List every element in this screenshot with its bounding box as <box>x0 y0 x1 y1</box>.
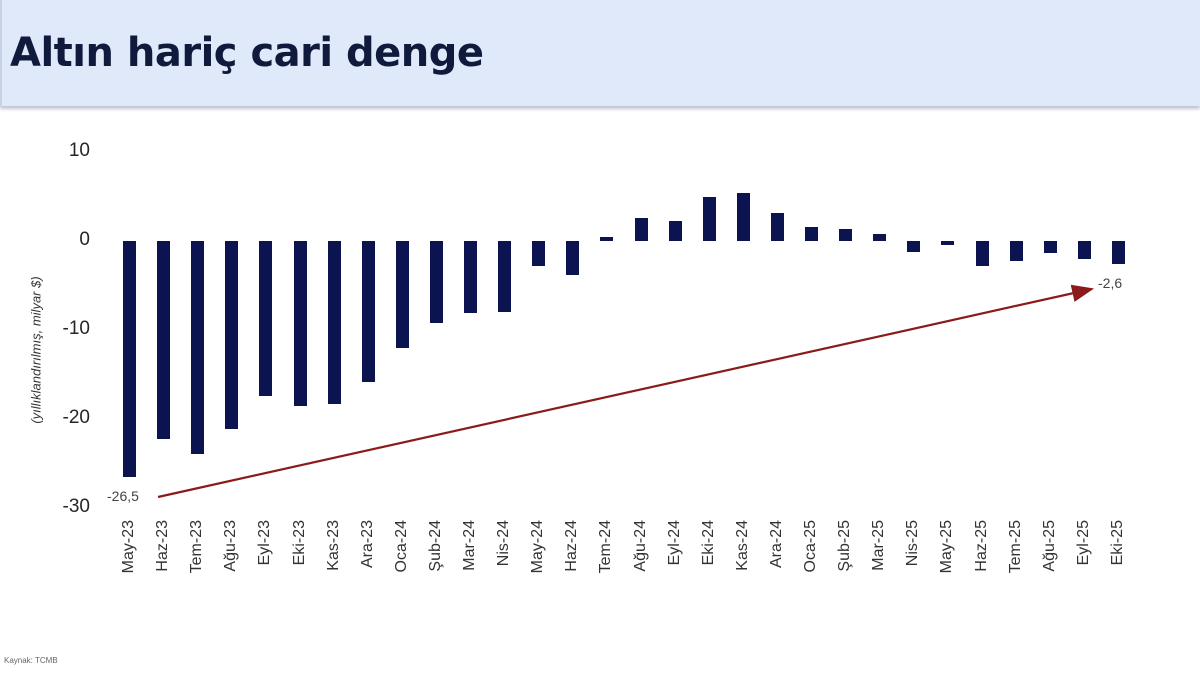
bar <box>907 241 921 252</box>
bar <box>1077 241 1091 259</box>
bar <box>327 241 341 404</box>
bar <box>566 241 580 275</box>
bar <box>770 213 784 241</box>
bar <box>736 192 750 241</box>
y-tick-label: -30 <box>62 496 90 517</box>
bar <box>873 233 887 241</box>
y-tick-label: 0 <box>79 229 90 250</box>
source-note: Kaynak: TCMB <box>4 656 58 665</box>
bar <box>259 241 273 396</box>
bar <box>1043 241 1057 254</box>
bar <box>191 241 205 454</box>
y-tick-label: 10 <box>68 140 90 161</box>
bar <box>839 228 853 241</box>
bar <box>702 197 716 241</box>
bar <box>1111 241 1125 265</box>
y-tick-label: -20 <box>62 407 90 428</box>
bar <box>941 241 955 246</box>
bar <box>600 237 614 241</box>
header-band: Altın hariç cari denge <box>0 0 1200 106</box>
bar <box>634 217 648 241</box>
bar <box>157 241 171 439</box>
y-tick-label: -10 <box>62 318 90 339</box>
bar <box>395 241 409 348</box>
bar <box>805 226 818 241</box>
bar <box>361 241 375 382</box>
bar <box>498 241 512 313</box>
bar <box>1009 241 1023 262</box>
annotation-end-value: -2,6 <box>1098 275 1123 291</box>
bar <box>429 241 443 323</box>
annotation-start-value: -26,5 <box>107 488 139 504</box>
bar <box>464 241 477 314</box>
page-title: Altın hariç cari denge <box>10 30 484 76</box>
bar <box>668 220 682 241</box>
bar <box>532 241 546 266</box>
bar <box>975 241 989 266</box>
bar <box>293 241 307 406</box>
bar <box>123 241 136 477</box>
bar <box>225 241 239 429</box>
